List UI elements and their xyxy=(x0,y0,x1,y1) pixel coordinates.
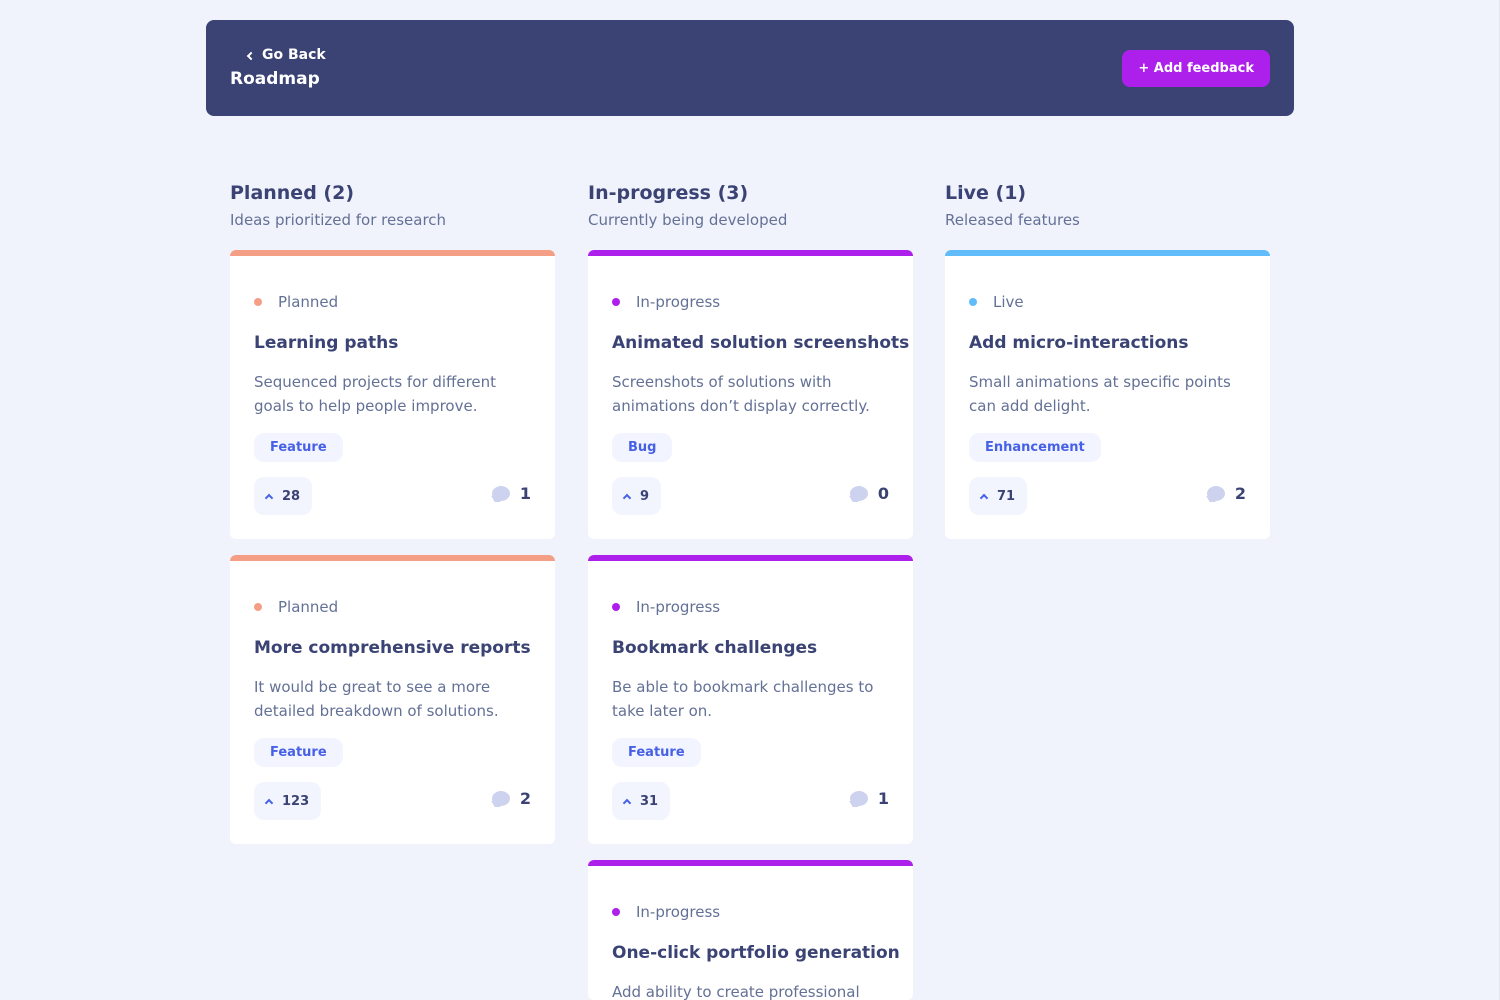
category-tag[interactable]: Feature xyxy=(612,738,701,767)
card-description: Add ability to create professional xyxy=(612,983,860,1000)
card-description: It would be great to see a more detailed… xyxy=(254,678,499,720)
upvote-count: 28 xyxy=(282,488,301,504)
column-title: Planned (2) xyxy=(230,182,355,204)
comments-count: 2 xyxy=(491,789,531,808)
upvote-button[interactable]: 71 xyxy=(969,477,1028,515)
status-bar xyxy=(588,860,913,866)
status-dot-icon xyxy=(612,603,620,611)
upvote-count: 9 xyxy=(640,488,650,504)
add-feedback-button[interactable]: + Add feedback xyxy=(1122,50,1270,87)
category-tag[interactable]: Feature xyxy=(254,433,343,462)
card-title[interactable]: Learning paths xyxy=(254,333,399,353)
status-bar xyxy=(588,555,913,561)
column-subtitle: Currently being developed xyxy=(588,211,788,229)
upvote-count: 31 xyxy=(640,793,659,809)
upvote-count: 123 xyxy=(282,793,310,809)
comments-count: 2 xyxy=(1206,484,1246,503)
card-description: Small animations at specific points can … xyxy=(969,373,1231,415)
column-subtitle: Released features xyxy=(945,211,1080,229)
comments-count: 1 xyxy=(491,484,531,503)
status-label: Planned xyxy=(278,293,339,311)
roadmap-card[interactable]: Planned More comprehensive reports It wo… xyxy=(230,555,555,844)
chevron-up-icon xyxy=(264,798,274,807)
status-indicator: In-progress xyxy=(612,903,720,921)
column-title: In-progress (3) xyxy=(588,182,749,204)
upvote-button[interactable]: 9 xyxy=(612,477,662,515)
comment-icon xyxy=(491,486,510,501)
card-description: Screenshots of solutions with animations… xyxy=(612,373,870,415)
category-tag[interactable]: Enhancement xyxy=(969,433,1101,462)
chevron-left-icon xyxy=(246,51,256,60)
comment-number: 2 xyxy=(1234,484,1246,503)
status-dot-icon xyxy=(612,908,620,916)
go-back-link[interactable]: Go Back xyxy=(246,47,326,63)
status-indicator: In-progress xyxy=(612,598,720,616)
roadmap-card[interactable]: In-progress Animated solution screenshot… xyxy=(588,250,913,539)
card-title[interactable]: Bookmark challenges xyxy=(612,638,818,658)
comment-icon xyxy=(491,791,510,806)
status-indicator: Planned xyxy=(254,598,338,616)
card-title[interactable]: More comprehensive reports xyxy=(254,638,531,658)
status-indicator: In-progress xyxy=(612,293,720,311)
status-label: In-progress xyxy=(636,903,721,921)
status-label: Planned xyxy=(278,598,339,616)
status-label: Live xyxy=(993,293,1024,311)
comment-icon xyxy=(1206,486,1225,501)
status-dot-icon xyxy=(612,298,620,306)
chevron-up-icon xyxy=(622,493,632,502)
comment-number: 2 xyxy=(519,789,531,808)
column-subtitle: Ideas prioritized for research xyxy=(230,211,447,229)
chevron-up-icon xyxy=(622,798,632,807)
status-bar xyxy=(230,555,555,561)
chevron-up-icon xyxy=(979,493,989,502)
status-label: In-progress xyxy=(636,598,721,616)
go-back-label: Go Back xyxy=(262,47,326,63)
card-title[interactable]: Add micro-interactions xyxy=(969,333,1189,353)
column-in-progress: In-progress (3) Currently being develope… xyxy=(588,182,913,1000)
column-live: Live (1) Released features Live Add micr… xyxy=(945,182,1270,539)
page-title: Roadmap xyxy=(230,69,320,89)
chevron-up-icon xyxy=(264,493,274,502)
card-description: Sequenced projects for different goals t… xyxy=(254,373,497,415)
status-dot-icon xyxy=(969,298,977,306)
status-indicator: Live xyxy=(969,293,1024,311)
status-label: In-progress xyxy=(636,293,721,311)
comment-icon xyxy=(849,791,868,806)
comments-count: 1 xyxy=(849,789,889,808)
card-description: Be able to bookmark challenges to take l… xyxy=(612,678,874,720)
comment-icon xyxy=(849,486,868,501)
roadmap-header: Go Back Roadmap + Add feedback xyxy=(206,20,1294,116)
card-title[interactable]: One-click portfolio generation xyxy=(612,943,900,963)
status-bar xyxy=(588,250,913,256)
category-tag[interactable]: Bug xyxy=(612,433,673,462)
upvote-count: 71 xyxy=(997,488,1016,504)
roadmap-card[interactable]: In-progress Bookmark challenges Be able … xyxy=(588,555,913,844)
comment-number: 1 xyxy=(519,484,531,503)
roadmap-card[interactable]: Planned Learning paths Sequenced project… xyxy=(230,250,555,539)
comment-number: 1 xyxy=(877,789,889,808)
card-title[interactable]: Animated solution screenshots xyxy=(612,333,910,353)
upvote-button[interactable]: 123 xyxy=(254,782,322,820)
upvote-button[interactable]: 28 xyxy=(254,477,313,515)
status-bar xyxy=(230,250,555,256)
category-tag[interactable]: Feature xyxy=(254,738,343,767)
roadmap-card[interactable]: Live Add micro-interactions Small animat… xyxy=(945,250,1270,539)
comment-number: 0 xyxy=(877,484,889,503)
status-indicator: Planned xyxy=(254,293,338,311)
column-planned: Planned (2) Ideas prioritized for resear… xyxy=(230,182,555,844)
status-dot-icon xyxy=(254,298,262,306)
column-title: Live (1) xyxy=(945,182,1027,204)
upvote-button[interactable]: 31 xyxy=(612,782,671,820)
roadmap-card[interactable]: In-progress One-click portfolio generati… xyxy=(588,860,913,1000)
comments-count: 0 xyxy=(849,484,889,503)
status-dot-icon xyxy=(254,603,262,611)
status-bar xyxy=(945,250,1270,256)
